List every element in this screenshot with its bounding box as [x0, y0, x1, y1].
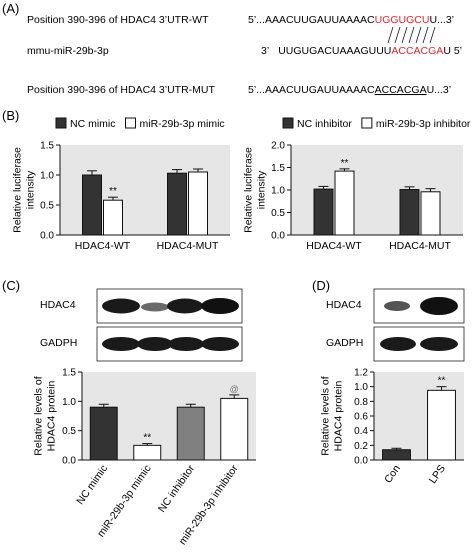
utr-mut-sequence: 5’...AAACUUGAUUAAAACACCACGAU...3’ [248, 84, 451, 96]
d-y-tick-label: 0.8 [354, 397, 368, 408]
chart-c: 0.0 0.5 1.0 1.5 Relative levels ofHDAC4 prot… [33, 368, 256, 547]
b-left-y-tick-label: 0.0 [40, 231, 54, 242]
d-y-tick-label: 0.0 [354, 456, 368, 467]
c-y-tick-label: 1.0 [62, 397, 76, 408]
seed-match-wt: UGGUGCU [375, 14, 430, 26]
b-left-y-tick-label: 1.0 [40, 171, 54, 182]
utr-wt-sequence: 5’...AAACUUGAUUAAAACUGGUGCUU...3’ [248, 14, 454, 26]
utr-wt-label: Position 390-396 of HDAC4 3’UTR-WT [27, 14, 209, 26]
b-right-mir-29b-3p-inhibitor-bar [334, 170, 355, 236]
b-left-x-tick-label: HDAC4-MUT [157, 240, 219, 252]
c-y-tick-label: 0.5 [62, 426, 76, 437]
c-x-tick-label: NC mimic [74, 463, 110, 507]
utr-mut-label: Position 390-396 of HDAC4 3’UTR-MUT [27, 84, 215, 96]
b-left-legend-swatch [55, 117, 67, 129]
panel-d-label: (D) [312, 278, 330, 293]
c-y-tick-label: 0.0 [62, 456, 76, 467]
b-right-significance-mark: ** [341, 158, 349, 169]
b-right-legend-swatch [361, 117, 373, 129]
c-y-axis-label: Relative levels ofHDAC4 protein [33, 376, 58, 455]
b-right-nc-inhibitor-bar [399, 189, 420, 236]
c-x-tick-label: NC inhibitor [156, 462, 198, 514]
b-left-mir-29b-3p-mimic-bar [188, 171, 208, 236]
blot-c-hdac4-label: HDAC4 [40, 299, 76, 311]
d-y-tick-label: 0.2 [354, 441, 368, 452]
b-left-y-tick-label: 1.5 [40, 141, 54, 152]
d-y-tick-label: 0.4 [354, 426, 368, 437]
b-right-legend-label: miR-29b-3p inhibitor [376, 118, 471, 130]
b-left-legend-label: NC mimic [70, 118, 116, 130]
blot-c-gadph-bands [102, 337, 239, 351]
c-significance-mark: ** [143, 433, 151, 444]
panel-c-label: (C) [2, 278, 20, 293]
b-left-y-axis-label: Relative luciferaseintensity [12, 147, 37, 233]
panel-a: (A) Position 390-396 of HDAC4 3’UTR-WT m… [2, 1, 462, 96]
b-right-y-tick-label: 0.0 [271, 231, 285, 242]
d-significance-mark: ** [438, 376, 446, 387]
b-right-y-tick-label: 0.5 [271, 208, 285, 219]
d-category-2-bar [427, 389, 456, 461]
seed-region: ACCACGA [391, 45, 443, 57]
c-category-4-bar [220, 397, 249, 461]
chart-d: 0.0 0.2 0.4 0.6 0.8 1.0 1.2 Relative levels ofH… [320, 368, 464, 486]
b-right-x-tick-label: HDAC4-WT [306, 240, 362, 252]
d-y-tick-label: 1.2 [354, 368, 368, 379]
blot-d-gadph-bands [380, 337, 458, 351]
b-left-nc-mimic-bar [167, 172, 187, 236]
d-y-tick-label: 1.0 [354, 382, 368, 393]
blot-c-hdac4-bands [102, 298, 239, 314]
b-left-legend-label: miR-29b-3p mimic [140, 118, 225, 130]
d-y-axis-label: Relative levels ofHDAC4 protein [320, 376, 345, 455]
d-y-tick-label: 0.6 [354, 412, 368, 423]
b-right-nc-inhibitor-bar [313, 188, 334, 236]
c-category-3-bar [176, 406, 205, 461]
blot-d-hdac4-bands [384, 297, 458, 315]
c-y-tick-label: 1.5 [62, 368, 76, 379]
panel-a-label: (A) [2, 1, 19, 16]
b-right-mir-29b-3p-inhibitor-bar [420, 191, 441, 236]
panel-b-label: (B) [2, 108, 19, 123]
b-left-mir-29b-3p-mimic-bar [103, 199, 123, 236]
c-significance-mark: @ [230, 384, 239, 394]
base-pairing-lines [387, 26, 436, 44]
b-right-y-tick-label: 1.0 [271, 186, 285, 197]
blot-c-gadph-label: GADPH [40, 337, 77, 349]
c-category-1-bar [89, 406, 118, 461]
b-left-legend-swatch [125, 117, 136, 129]
blot-d-hdac4-label: HDAC4 [326, 299, 362, 311]
panel-d: (D) HDAC4 GADPH 0.0 0.2 0.4 0.6 0.8 1.0 1.2 Rel… [312, 278, 465, 486]
d-x-tick-label: Con [382, 463, 403, 486]
c-category-2-bar [133, 444, 162, 461]
b-right-y-tick-label: 1.5 [271, 163, 285, 174]
blot-d-gadph-label: GADPH [326, 337, 363, 349]
d-x-tick-label: LPS [427, 463, 448, 486]
b-right-y-axis-label: Relative luciferaseintensity [243, 147, 268, 233]
b-left-nc-mimic-bar [82, 174, 102, 236]
b-right-y-tick-label: 2.0 [271, 141, 285, 152]
b-left-x-tick-label: HDAC4-WT [75, 240, 131, 252]
b-left-y-tick-label: 0.5 [40, 201, 54, 212]
mirna-label: mmu-miR-29b-3p [27, 45, 109, 57]
b-left-significance-mark: ** [109, 186, 117, 197]
panel-c: (C) HDAC4 GADPH 0.0 0.5 1.0 1.5 Relative lev… [2, 278, 256, 547]
mirna-sequence: 3’ UUGUGACUAAAGUUUACCACGAU 5’ [261, 45, 462, 57]
d-category-1-bar [382, 449, 411, 461]
mutated-site: ACCACGA [375, 84, 427, 96]
b-right-legend-label: NC inhibitor [297, 118, 352, 130]
b-right-x-tick-label: HDAC4-MUT [389, 240, 451, 252]
b-right-legend-swatch [282, 117, 294, 129]
